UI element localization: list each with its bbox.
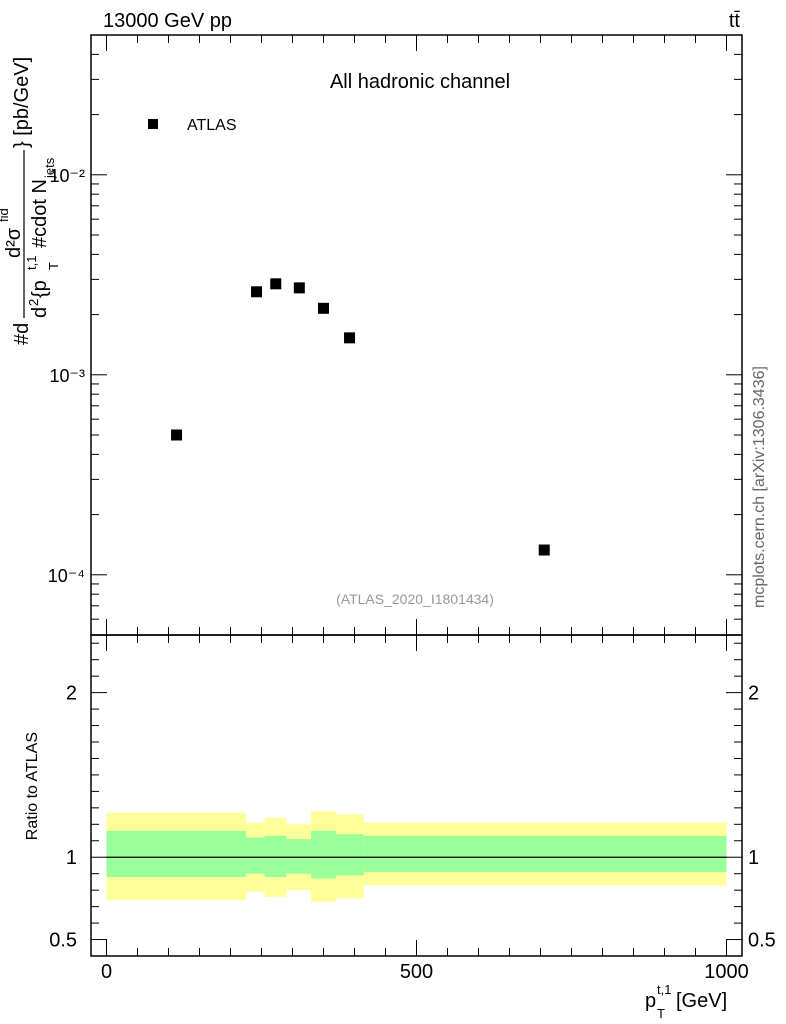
ratio-inner-band: [363, 835, 727, 873]
ratio-frame: [90, 634, 743, 957]
ratio-y-tick-label-right: 1: [748, 847, 759, 869]
ratio-y-tick-label-right: 2: [748, 683, 759, 705]
data-point: [293, 282, 305, 294]
x-label-sup: t,1: [657, 982, 671, 997]
ratio-inner-band: [335, 834, 364, 876]
ratio-inner-band: [311, 830, 336, 879]
data-point: [318, 302, 329, 314]
main-plot-panel: 10⁻⁴ 10⁻³ 10⁻² All hadronic channel (ATLAS…: [48, 34, 743, 636]
header-right-title: tt̄: [729, 10, 741, 32]
data-point: [538, 544, 550, 556]
y-label-unit: } [pb/GeV]: [11, 57, 33, 148]
main-y-axis-label: #d d²σ fid d 2 {p T t,1 #cdot N jets } […: [0, 57, 61, 345]
header-left-title: 13000 GeV pp: [103, 10, 232, 32]
y-label-den-sub: T: [46, 262, 61, 270]
ratio-y-tick-label-left: 2: [66, 683, 77, 705]
ratio-inner-band: [106, 830, 246, 877]
ratio-inner-band: [246, 837, 265, 874]
data-point: [270, 278, 282, 290]
y-label-den-body: {p: [29, 280, 51, 298]
x-label-sub: T: [657, 1006, 665, 1021]
ratio-uncertainty-bands: [106, 811, 727, 902]
data-markers: [171, 278, 550, 556]
x-tick-label: 1000: [704, 961, 749, 983]
ratio-y-tick-label-left: 1: [66, 847, 77, 869]
y-label-den-rest: #cdot N: [29, 179, 51, 248]
data-point: [251, 286, 263, 298]
data-point: [171, 429, 183, 441]
x-axis-label: p T t,1 [GeV]: [645, 982, 727, 1021]
x-tick-label: 0: [101, 961, 112, 983]
x-label-p: p: [645, 990, 656, 1012]
main-axis-ticks: [91, 34, 742, 636]
analysis-label: (ATLAS_2020_I1801434): [336, 591, 494, 607]
ratio-inner-band: [286, 839, 312, 874]
y-label-prefix: #d: [11, 323, 33, 345]
plot-title: All hadronic channel: [330, 71, 510, 93]
ratio-y-axis-label: Ratio to ATLAS: [24, 732, 41, 840]
legend: ATLAS: [148, 117, 237, 134]
legend-label: ATLAS: [187, 117, 237, 134]
ratio-y-tick-label-right: 0.5: [748, 930, 776, 952]
y-label-den-rest-sub: jets: [42, 157, 57, 179]
ratio-inner-band: [264, 835, 287, 877]
main-y-tick-label: 10⁻³: [49, 366, 85, 386]
data-point: [344, 332, 356, 344]
ratio-axis-ticks: [91, 635, 742, 956]
main-tick-labels: 10⁻⁴ 10⁻³ 10⁻²: [48, 166, 85, 586]
x-label-unit: [GeV]: [676, 990, 727, 1012]
y-label-den-sup: t,1: [24, 256, 39, 270]
y-label-den-d: d: [29, 307, 51, 318]
y-label-numerator-sup: fid: [0, 208, 11, 222]
ratio-plot-panel: 0.5 0.5 1 1 2 2 0 500 1000 Ratio to ATLAS: [24, 634, 776, 983]
ratio-tick-labels: 0.5 0.5 1 1 2 2 0 500 1000: [49, 683, 776, 983]
legend-marker: [148, 119, 158, 129]
watermark: mcplots.cern.ch [arXiv:1306.3436]: [751, 366, 768, 608]
ratio-y-tick-label-left: 0.5: [49, 930, 77, 952]
y-label-numerator: d²σ: [3, 227, 25, 258]
x-tick-label: 500: [400, 961, 433, 983]
main-y-tick-label: 10⁻²: [49, 166, 85, 186]
main-y-tick-label: 10⁻⁴: [48, 566, 85, 586]
y-label-den-d-sup: 2: [26, 299, 41, 306]
